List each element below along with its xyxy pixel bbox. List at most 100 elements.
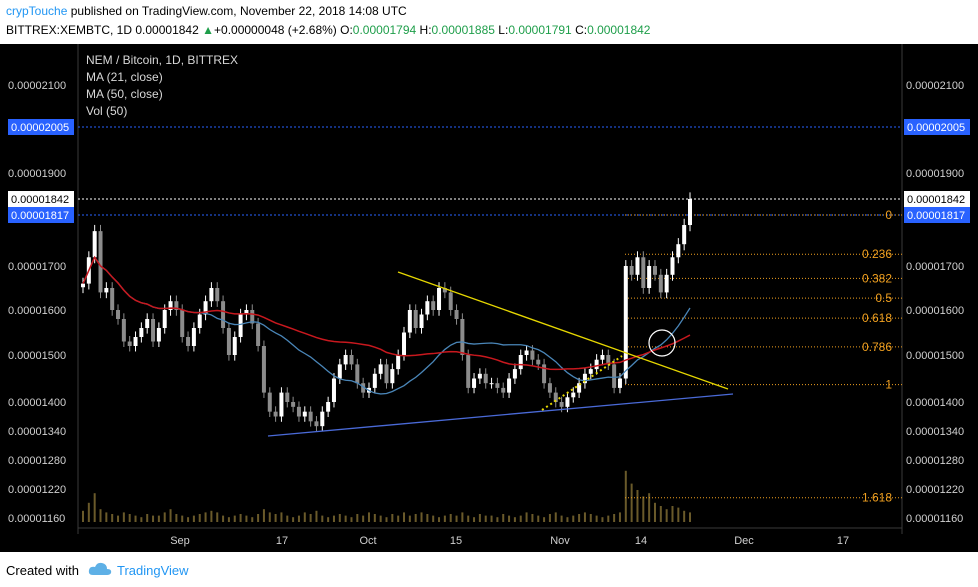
candle-body: [413, 310, 418, 328]
volume-bar: [292, 517, 295, 522]
volume-bar: [134, 515, 137, 522]
candle-body: [588, 369, 593, 374]
volume-bar: [443, 515, 446, 522]
candle-body: [612, 364, 617, 388]
candle-body: [454, 310, 459, 319]
volume-bar: [420, 512, 423, 522]
volume-bar: [548, 514, 551, 522]
volume-bar: [157, 515, 160, 522]
y-axis-tick-right: 0.00002100: [906, 80, 964, 92]
x-axis-tick: 15: [450, 535, 462, 547]
fib-level-label: 0.382: [862, 271, 892, 285]
candle-body: [641, 257, 646, 288]
volume-bar: [665, 509, 668, 522]
volume-bar: [490, 515, 493, 522]
candle-body: [536, 359, 541, 365]
candle-body: [542, 364, 547, 384]
price-chart[interactable]: 0 0.236 0.382 0.5 0.618 0.786 1 1.618 0.0000210…: [0, 44, 978, 552]
candle-body: [209, 288, 214, 302]
candle-body: [331, 378, 336, 402]
chart-header: crypTouche published on TradingView.com,…: [0, 0, 978, 44]
candle-body: [98, 231, 103, 293]
fib-zero-price-tag-right-bg: [904, 207, 970, 223]
candle-body: [337, 364, 342, 379]
volume-bar: [210, 510, 213, 522]
candle-body: [168, 301, 173, 310]
y-axis-tick-left: 0.00001700: [8, 261, 66, 273]
candle-body: [518, 355, 523, 370]
candle-body: [261, 346, 266, 393]
candle-body: [547, 383, 552, 393]
x-axis-tick: Sep: [170, 535, 190, 547]
open-label: O:: [340, 23, 353, 37]
author-name[interactable]: crypTouche: [6, 4, 68, 18]
fib-zero-price-tag-left: 0.00001817: [11, 210, 69, 222]
candle-body: [460, 319, 465, 355]
volume-bar: [327, 517, 330, 522]
candle-body: [530, 350, 535, 360]
fib-zero-price-tag-right: 0.00001817: [907, 210, 965, 222]
candle-body: [121, 319, 126, 342]
fib-level-label: 0.618: [862, 311, 892, 325]
y-axis-tick-right: 0.00001280: [906, 455, 964, 467]
x-axis-tick: Dec: [734, 535, 754, 547]
volume-bar: [274, 514, 277, 522]
volume-bar: [403, 512, 406, 522]
volume-bar: [321, 515, 324, 522]
volume-bar: [233, 515, 236, 522]
volume-bar: [227, 517, 230, 522]
candle-body: [104, 288, 109, 293]
volume-bar: [297, 515, 300, 522]
created-with-label: Created with: [6, 563, 79, 578]
volume-bar: [642, 496, 645, 522]
y-axis-tick-left: 0.00001400: [8, 397, 66, 409]
y-axis-tick-right: 0.00001220: [906, 484, 964, 496]
resistance-price-tag-right: 0.00002005: [907, 122, 965, 134]
volume-bar: [473, 517, 476, 522]
volume-bar: [362, 515, 365, 522]
candle-body: [647, 266, 652, 288]
volume-bar: [543, 517, 546, 522]
volume-bar: [245, 515, 248, 522]
y-axis-tick-right: 0.00001400: [906, 397, 964, 409]
volume-bar: [653, 502, 656, 522]
volume-bar: [257, 514, 260, 522]
candle-body: [110, 288, 115, 310]
volume-bar: [111, 514, 114, 522]
candle-body: [425, 301, 430, 315]
candle-body: [652, 266, 657, 275]
volume-bar: [659, 506, 662, 522]
candle-body: [419, 314, 424, 328]
volume-bar: [414, 514, 417, 522]
candle-body: [116, 310, 121, 319]
candle-body: [174, 301, 179, 310]
up-arrow-icon: ▲: [202, 23, 215, 37]
volume-bar: [426, 514, 429, 522]
candle-body: [483, 373, 488, 384]
fib-level-label: 1.618: [862, 491, 892, 505]
ohlc-line: BITTREX:XEMBTC, 1D 0.00001842 ▲+0.000000…: [6, 23, 650, 37]
lower-trendline: [267, 393, 734, 437]
last-price-tag-left: 0.00001842: [11, 194, 69, 206]
volume-bar: [618, 512, 621, 522]
volume-bar: [192, 515, 195, 522]
volume-bar: [566, 517, 569, 522]
y-axis-tick-right: 0.00001500: [906, 350, 964, 362]
volume-bar: [280, 512, 283, 522]
tradingview-brand-link[interactable]: TradingView: [117, 563, 189, 578]
candle-body: [256, 323, 261, 346]
chart-area[interactable]: 0 0.236 0.382 0.5 0.618 0.786 1 1.618 0.0000210…: [0, 44, 978, 552]
candle-body: [203, 301, 208, 315]
candle-body: [267, 392, 272, 412]
publish-line: crypTouche published on TradingView.com,…: [6, 4, 407, 18]
candle-body: [355, 364, 360, 384]
y-axis-tick-left: 0.00001500: [8, 350, 66, 362]
candle-body: [629, 266, 634, 275]
candle-body: [390, 369, 395, 384]
candle-body: [244, 310, 249, 315]
volume-bar: [449, 514, 452, 522]
volume-bar: [478, 514, 481, 522]
candle-body: [197, 314, 202, 328]
candle-body: [180, 310, 185, 337]
y-axis-tick-left: 0.00002100: [8, 80, 66, 92]
